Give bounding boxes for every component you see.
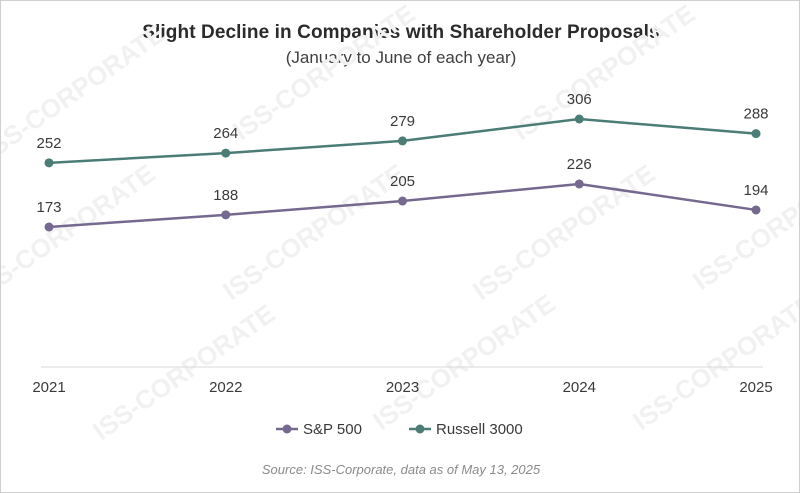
chart-title: Slight Decline in Companies with Shareho… bbox=[142, 22, 660, 43]
x-tick-label: 2024 bbox=[563, 379, 596, 396]
data-point-s-p-500 bbox=[221, 210, 231, 220]
x-tick-label: 2022 bbox=[209, 379, 242, 396]
watermark-text: ISS-CORPORATE bbox=[1, 18, 170, 166]
watermark-text: ISS-CORPORATE bbox=[87, 298, 280, 446]
data-point-russell-3000 bbox=[574, 114, 584, 124]
legend: S&P 500 Russell 3000 bbox=[276, 421, 523, 438]
data-point-s-p-500 bbox=[574, 179, 584, 189]
data-label-s-p-500: 226 bbox=[567, 156, 592, 173]
watermark-text: ISS-CORPORATE bbox=[687, 148, 800, 296]
x-tick-label: 2021 bbox=[32, 379, 65, 396]
watermark-text: ISS-CORPORATE bbox=[367, 288, 560, 436]
data-point-s-p-500 bbox=[44, 222, 54, 232]
data-label-russell-3000: 288 bbox=[743, 106, 768, 123]
data-label-s-p-500: 188 bbox=[213, 187, 238, 204]
data-point-s-p-500 bbox=[398, 196, 407, 206]
watermark-text: ISS-CORPORATE bbox=[627, 288, 800, 436]
data-label-s-p-500: 173 bbox=[36, 199, 61, 216]
data-point-s-p-500 bbox=[751, 205, 761, 215]
legend-label-s-p-500: S&P 500 bbox=[303, 421, 362, 438]
series-layer: 173 188 205 226 194 252 264 279 306 288 bbox=[36, 91, 769, 232]
watermark-text: ISS-CORPORATE bbox=[217, 158, 410, 306]
data-label-russell-3000: 279 bbox=[390, 113, 415, 130]
legend-marker-russell-3000 bbox=[415, 424, 425, 434]
data-point-russell-3000 bbox=[221, 148, 231, 158]
watermark-text: ISS-CORPORATE bbox=[467, 158, 660, 306]
data-label-russell-3000: 264 bbox=[213, 125, 238, 142]
data-label-russell-3000: 306 bbox=[567, 91, 592, 108]
data-label-s-p-500: 205 bbox=[390, 173, 415, 190]
data-label-s-p-500: 194 bbox=[743, 182, 768, 199]
data-point-russell-3000 bbox=[398, 136, 407, 146]
legend-marker-s-p-500 bbox=[282, 424, 292, 434]
x-tick-label: 2025 bbox=[739, 379, 772, 396]
legend-label-russell-3000: Russell 3000 bbox=[436, 421, 523, 438]
data-point-russell-3000 bbox=[751, 129, 761, 139]
data-label-russell-3000: 252 bbox=[36, 135, 61, 152]
watermark-text: ISS-CORPORATE bbox=[1, 158, 160, 306]
source-note: Source: ISS-Corporate, data as of May 13… bbox=[261, 462, 541, 477]
data-point-russell-3000 bbox=[44, 158, 54, 168]
x-tick-label: 2023 bbox=[386, 379, 419, 396]
chart-subtitle: (January to June of each year) bbox=[285, 48, 517, 67]
x-tick-labels: 2021 2022 2023 2024 2025 bbox=[32, 379, 772, 396]
